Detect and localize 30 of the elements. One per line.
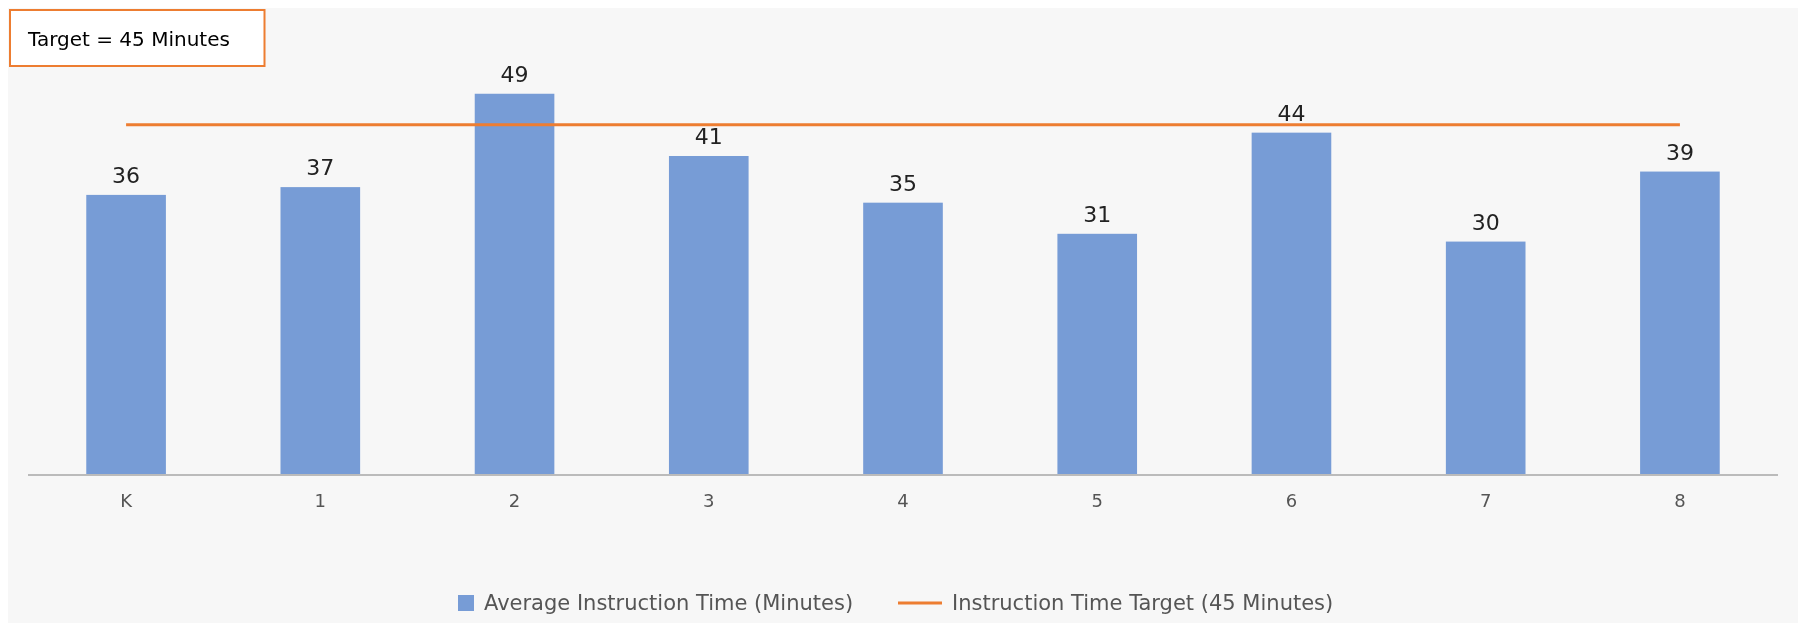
bar (1057, 233, 1138, 475)
data-label: 49 (500, 61, 529, 87)
data-label: 31 (1083, 201, 1112, 227)
data-label: 30 (1471, 209, 1500, 235)
data-label: 37 (306, 155, 335, 181)
data-label: 41 (694, 123, 723, 149)
data-label: 44 (1277, 100, 1306, 126)
bar (1251, 132, 1332, 475)
legend-label: Average Instruction Time (Minutes) (484, 591, 854, 615)
x-tick-label: K (120, 490, 134, 511)
x-tick-label: 4 (897, 490, 909, 511)
data-label: 39 (1665, 139, 1694, 165)
bar (863, 202, 943, 475)
bar (474, 93, 555, 475)
data-label: 36 (112, 162, 141, 188)
bar (280, 187, 361, 475)
x-tick-label: 2 (508, 490, 521, 511)
bar (1445, 241, 1526, 475)
x-tick-label: 8 (1674, 490, 1686, 511)
x-tick-label: 6 (1285, 490, 1298, 511)
bar (668, 156, 749, 475)
bar (86, 194, 166, 475)
x-tick-label: 7 (1479, 490, 1492, 511)
x-tick-label: 5 (1091, 490, 1103, 511)
x-tick-label: 1 (314, 490, 327, 511)
bar (1640, 171, 1720, 475)
text: Target = 45 Minutes (27, 27, 230, 51)
x-tick-label: 3 (703, 490, 715, 511)
legend-label: Instruction Time Target (45 Minutes) (952, 591, 1334, 615)
data-label: 35 (889, 170, 917, 196)
